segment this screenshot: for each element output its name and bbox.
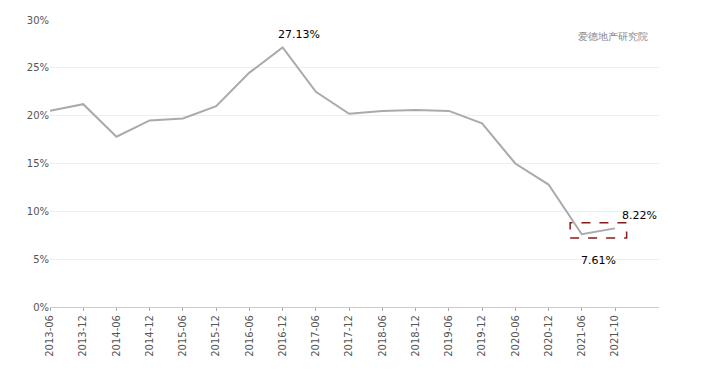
svg-text:15%: 15%	[27, 158, 49, 169]
svg-text:27.13%: 27.13%	[278, 28, 320, 41]
svg-text:2014-06: 2014-06	[111, 315, 122, 357]
svg-text:2017-12: 2017-12	[343, 315, 354, 357]
svg-text:2017-06: 2017-06	[310, 315, 321, 357]
svg-text:2018-12: 2018-12	[410, 315, 421, 357]
svg-text:10%: 10%	[27, 206, 49, 217]
svg-text:2021-10: 2021-10	[609, 315, 620, 357]
svg-text:2015-12: 2015-12	[210, 315, 221, 357]
svg-text:2019-12: 2019-12	[476, 315, 487, 357]
svg-text:2013-06: 2013-06	[44, 315, 55, 357]
svg-text:5%: 5%	[33, 254, 49, 265]
svg-text:2018-06: 2018-06	[377, 315, 388, 357]
svg-text:7.61%: 7.61%	[581, 254, 616, 267]
svg-text:爱德地产研究院: 爱德地产研究院	[578, 31, 648, 42]
svg-text:2013-12: 2013-12	[77, 315, 88, 357]
svg-text:2016-12: 2016-12	[277, 315, 288, 357]
svg-text:2020-12: 2020-12	[543, 315, 554, 357]
svg-text:0%: 0%	[33, 302, 49, 313]
svg-text:25%: 25%	[27, 62, 49, 73]
svg-text:20%: 20%	[27, 110, 49, 121]
svg-text:2014-12: 2014-12	[144, 315, 155, 357]
svg-text:2015-06: 2015-06	[177, 315, 188, 357]
svg-text:8.22%: 8.22%	[622, 209, 657, 222]
svg-text:2019-06: 2019-06	[443, 315, 454, 357]
svg-text:30%: 30%	[27, 15, 49, 26]
svg-text:2021-06: 2021-06	[576, 315, 587, 357]
svg-text:2016-06: 2016-06	[244, 315, 255, 357]
svg-text:2020-06: 2020-06	[510, 315, 521, 357]
